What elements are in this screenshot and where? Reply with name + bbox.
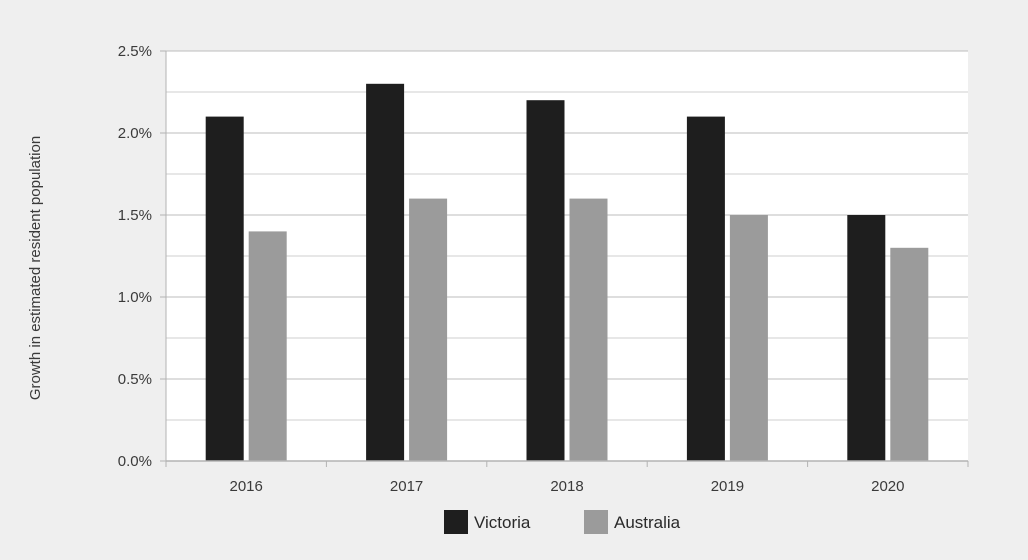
y-tick-label: 0.5% <box>118 371 152 388</box>
y-tick-label: 0.0% <box>118 453 152 470</box>
x-tick-label: 2017 <box>390 478 423 495</box>
bar-australia-2018 <box>569 198 608 461</box>
bar-victoria-2020 <box>847 215 886 461</box>
legend-swatch-victoria <box>444 510 468 534</box>
bar-victoria-2017 <box>366 83 405 462</box>
x-tick-label: 2016 <box>230 478 263 495</box>
bars <box>205 83 929 462</box>
y-tick-label: 2.0% <box>118 125 152 142</box>
bar-australia-2019 <box>729 215 768 461</box>
gridlines <box>166 50 968 421</box>
axes <box>160 50 969 467</box>
legend-label-australia: Australia <box>614 513 681 532</box>
bar-victoria-2019 <box>686 116 725 461</box>
y-tick-label: 1.0% <box>118 289 152 306</box>
y-tick-label: 1.5% <box>118 207 152 224</box>
bar-victoria-2016 <box>205 116 244 461</box>
y-axis-title: Growth in estimated resident population <box>27 136 44 400</box>
legend-swatch-australia <box>584 510 608 534</box>
legend: Victoria Australia <box>444 510 681 534</box>
y-tick-label: 2.5% <box>118 43 152 60</box>
legend-label-victoria: Victoria <box>474 513 531 532</box>
bar-australia-2016 <box>248 231 287 461</box>
bar-australia-2017 <box>409 198 448 461</box>
x-tick-label: 2020 <box>871 478 904 495</box>
bar-victoria-2018 <box>526 100 565 461</box>
x-tick-label: 2018 <box>550 478 583 495</box>
y-tick-labels: 0.0% 0.5% 1.0% 1.5% 2.0% 2.5% <box>118 43 152 470</box>
x-tick-labels: 2016 2017 2018 2019 2020 <box>230 478 905 495</box>
x-tick-label: 2019 <box>711 478 744 495</box>
bar-australia-2020 <box>890 247 929 461</box>
